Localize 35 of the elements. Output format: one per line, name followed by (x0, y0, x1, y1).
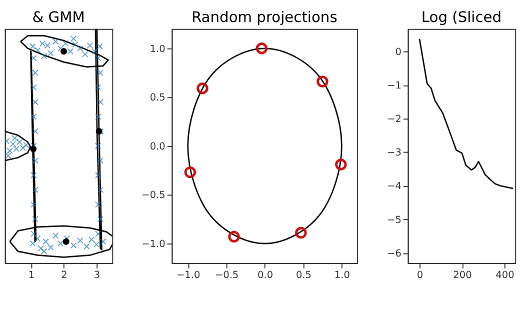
x-tick-label: 0.5 (296, 270, 312, 282)
x-tick-label: 200 (453, 270, 472, 282)
x-tick-label: −1.0 (176, 270, 200, 282)
y-tick-label: −5 (387, 214, 402, 226)
chart-title: Random projections (191, 9, 338, 26)
y-tick-label: 0 (395, 46, 402, 58)
y-tick-label: −2 (387, 114, 402, 125)
point (256, 42, 268, 54)
y-tick-label: −6 (387, 248, 402, 260)
x-tick-label: −0.5 (214, 270, 239, 282)
chart-title: & GMM (32, 9, 85, 26)
x-tick-label: 1 (28, 270, 35, 282)
x-tick-label: 1.0 (334, 270, 350, 282)
x-tick-label: 0 (416, 270, 424, 282)
x-tick-label: 3 (94, 270, 100, 282)
point (62, 238, 70, 245)
line-series (418, 38, 514, 190)
point (316, 76, 328, 88)
point (228, 230, 240, 243)
y-tick-label: 0.5 (150, 92, 166, 104)
point (335, 158, 347, 170)
point (184, 166, 196, 178)
chart-title: Log (Sliced (421, 9, 502, 26)
y-tick-label: 0.0 (150, 141, 166, 152)
y-tick-label: −0.5 (142, 190, 166, 202)
x-tick-label: 400 (496, 270, 514, 282)
y-tick-label: −3 (387, 148, 402, 159)
y-tick-label: −4 (387, 181, 402, 192)
y-tick-label: 1.0 (150, 44, 166, 55)
x-tick-label: 0.0 (258, 270, 274, 282)
point (196, 82, 208, 94)
x-tick-label: 2 (61, 270, 68, 282)
y-tick-label: −1 (387, 80, 402, 92)
point (295, 226, 307, 239)
y-tick-label: −1.0 (142, 238, 166, 250)
